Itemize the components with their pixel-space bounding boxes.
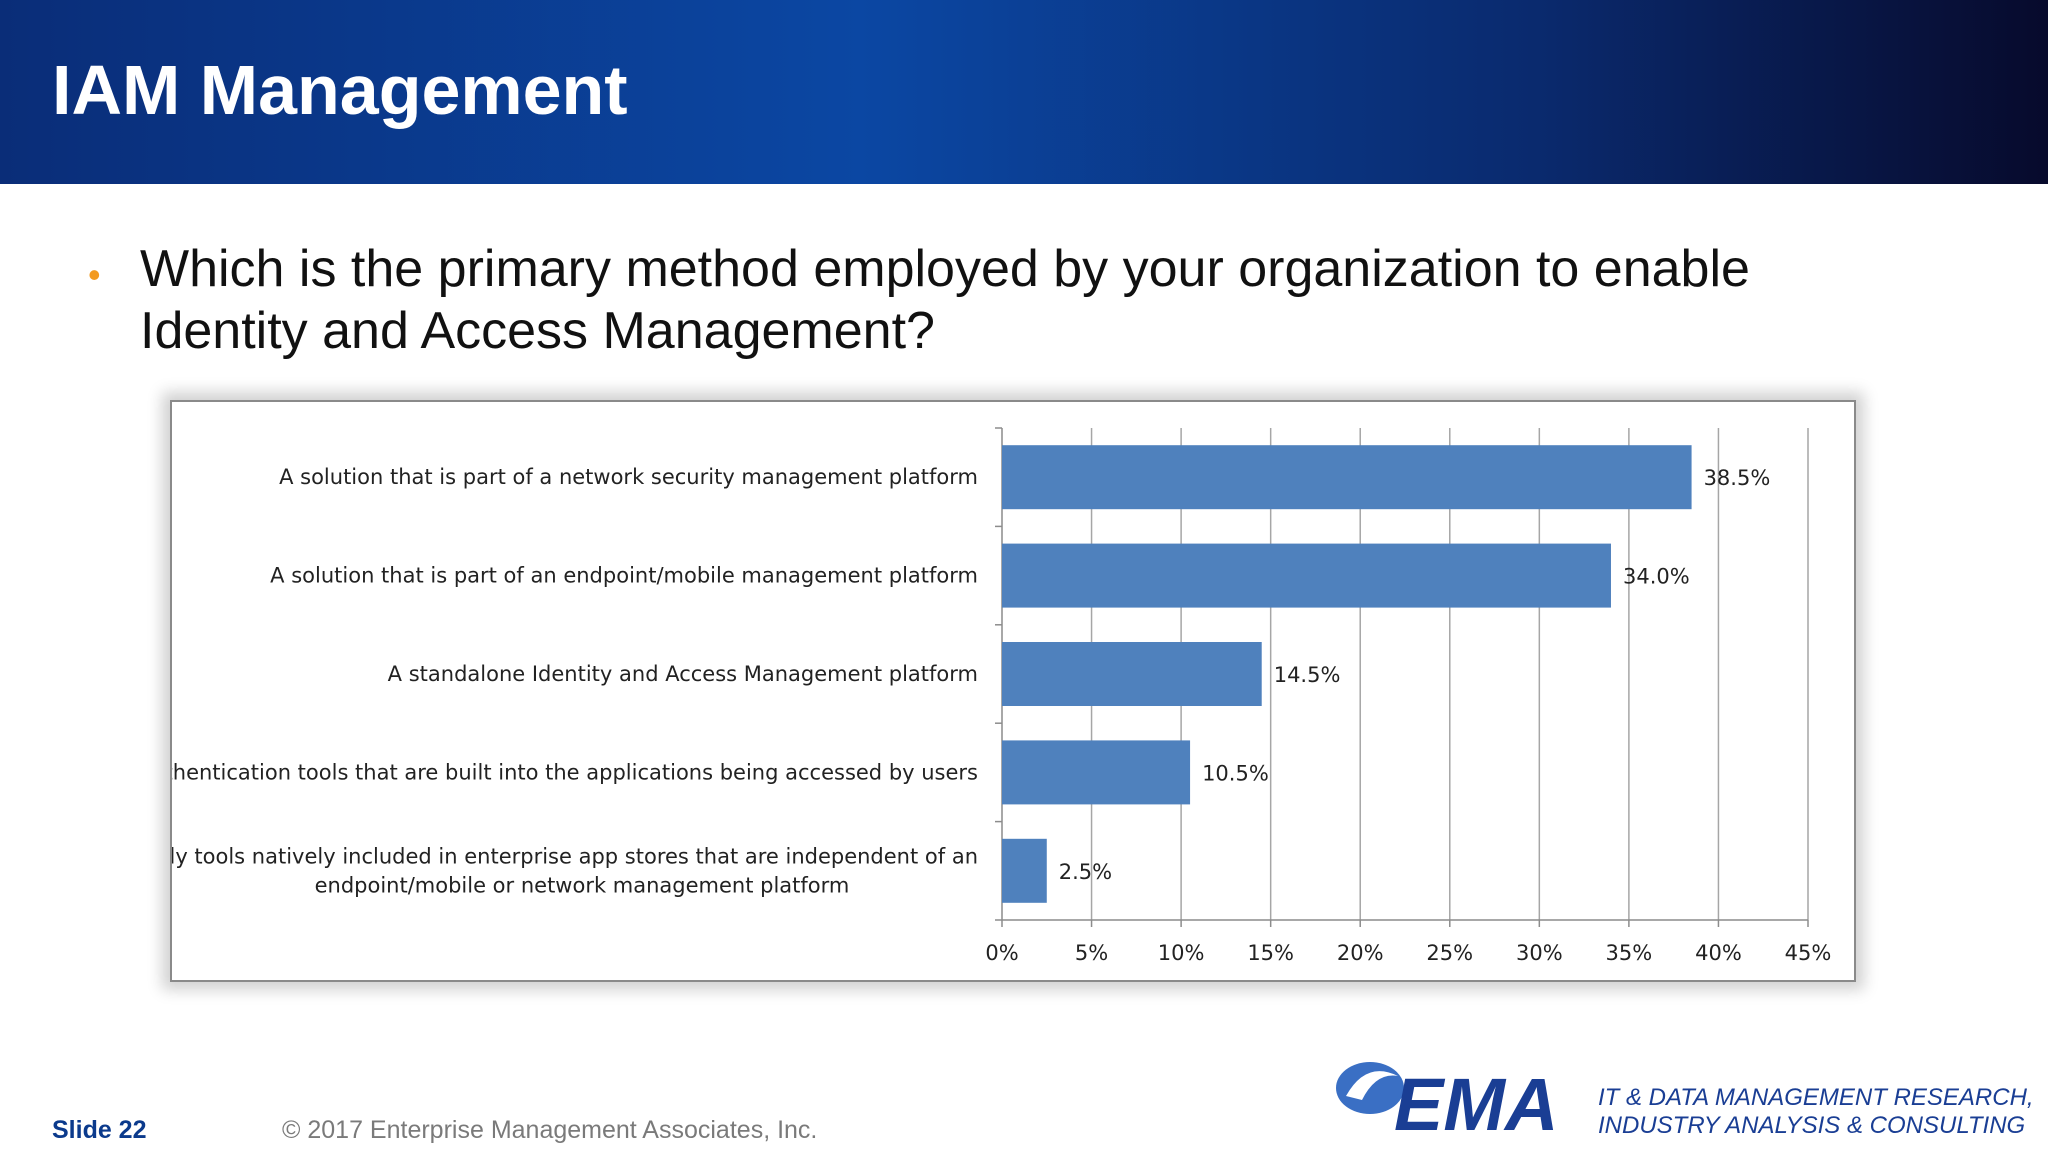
bar-chart: 0% 5% 10% 15% 20% 25% 30% 35% 40% 45% 38.5% A solut… bbox=[172, 427, 1832, 965]
x-tick-label: 25% bbox=[1426, 941, 1473, 965]
category-label: A standalone Identity and Access Managem… bbox=[388, 662, 978, 686]
bar bbox=[1002, 543, 1611, 608]
x-tick-label: 40% bbox=[1695, 941, 1742, 965]
data-label: 34.0% bbox=[1623, 565, 1690, 589]
x-tick-label: 0% bbox=[985, 941, 1018, 965]
bar bbox=[1002, 838, 1047, 903]
data-label: 38.5% bbox=[1704, 466, 1771, 490]
category-label: A solution that is part of an endpoint/m… bbox=[270, 564, 978, 588]
bullet-icon: • bbox=[88, 254, 101, 295]
logo-text: EMA bbox=[1394, 1063, 1558, 1138]
bar bbox=[1002, 642, 1262, 706]
x-tick-label: 20% bbox=[1337, 941, 1384, 965]
tagline: IT & DATA MANAGEMENT RESEARCH, INDUSTRY … bbox=[1598, 1084, 2034, 1140]
tagline-line-2: INDUSTRY ANALYSIS & CONSULTING bbox=[1598, 1112, 2026, 1139]
data-label: 10.5% bbox=[1202, 761, 1269, 785]
category-label: Only tools natively included in enterpri… bbox=[172, 844, 978, 868]
x-tick-label: 35% bbox=[1606, 941, 1653, 965]
data-label: 14.5% bbox=[1274, 663, 1341, 687]
data-label: 2.5% bbox=[1059, 860, 1112, 884]
chart-frame: 0% 5% 10% 15% 20% 25% 30% 35% 40% 45% 38.5% A solut… bbox=[170, 400, 1856, 982]
x-tick-label: 30% bbox=[1516, 941, 1563, 965]
category-label: A solution that is part of a network sec… bbox=[279, 465, 978, 489]
bar bbox=[1002, 445, 1692, 510]
x-tick-label: 5% bbox=[1075, 941, 1108, 965]
x-tick-label: 45% bbox=[1785, 941, 1832, 965]
ema-logo: EMA bbox=[1336, 1062, 1558, 1138]
slide-title: IAM Management bbox=[52, 51, 628, 129]
title-bar: IAM Management bbox=[0, 0, 2048, 184]
category-label: endpoint/mobile or network management pl… bbox=[315, 873, 850, 897]
x-tick-label: 10% bbox=[1158, 941, 1205, 965]
question-text: Which is the primary method employed by … bbox=[140, 240, 1750, 360]
slide-number: Slide 22 bbox=[52, 1116, 147, 1144]
copyright: © 2017 Enterprise Management Associates,… bbox=[282, 1116, 818, 1144]
tagline-line-1: IT & DATA MANAGEMENT RESEARCH, bbox=[1598, 1084, 2034, 1111]
x-tick-label: 15% bbox=[1247, 941, 1294, 965]
category-label: Authentication tools that are built into… bbox=[172, 760, 978, 784]
bar bbox=[1002, 740, 1191, 805]
logo-swoosh-inner bbox=[1346, 1071, 1398, 1100]
